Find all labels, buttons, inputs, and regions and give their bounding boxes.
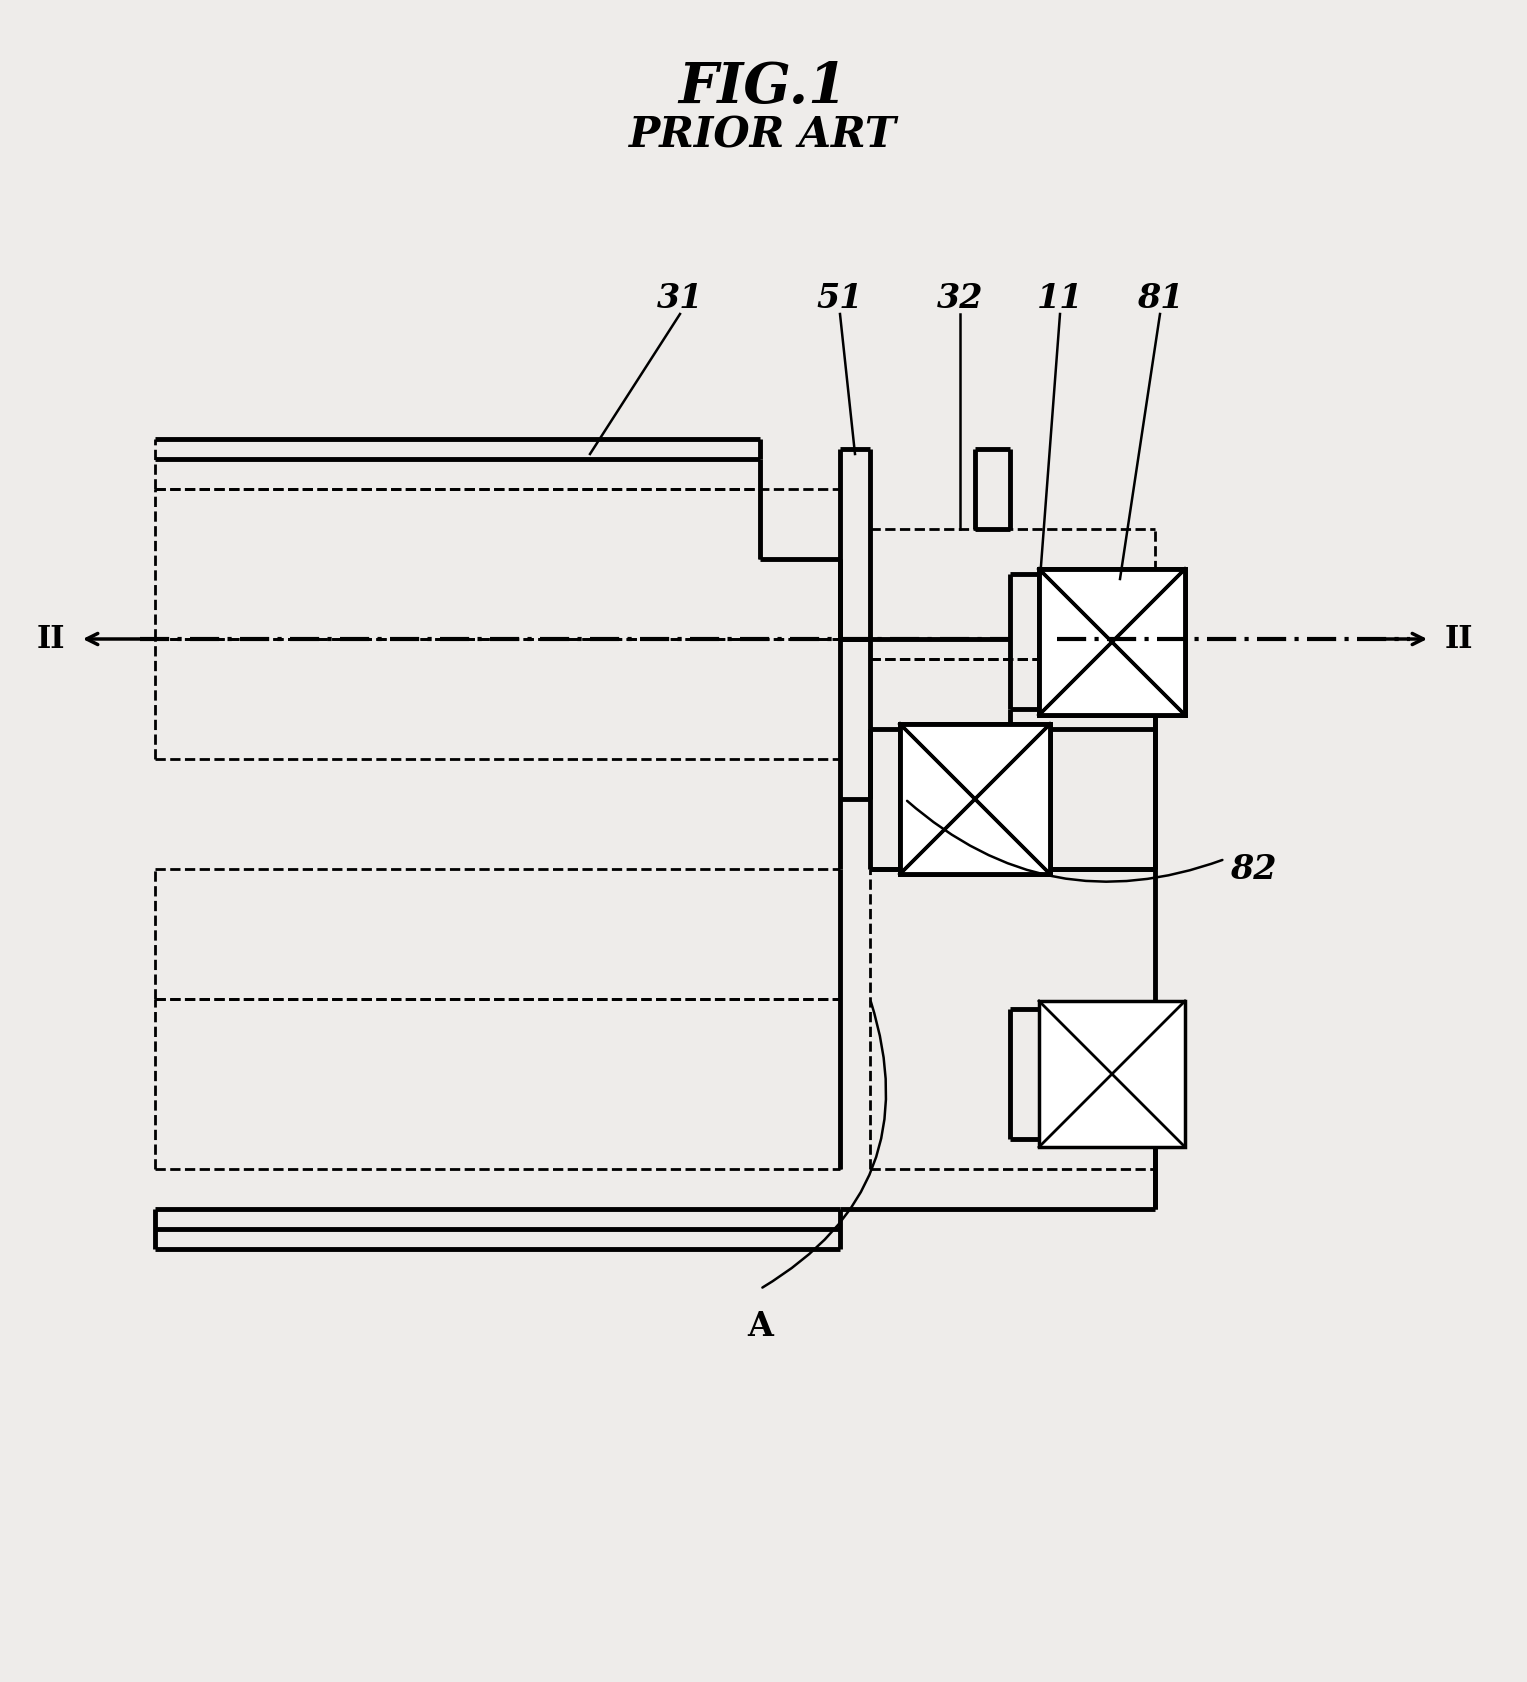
Bar	[1057, 579, 1167, 706]
Text: 11: 11	[1037, 283, 1083, 315]
Text: 51: 51	[817, 283, 863, 315]
Bar	[918, 733, 1032, 866]
Bar	[899, 725, 1051, 875]
Text: II: II	[37, 624, 66, 654]
Bar	[899, 725, 1051, 875]
Text: 82: 82	[1231, 853, 1277, 886]
Text: 31: 31	[657, 283, 704, 315]
FancyArrowPatch shape	[762, 1002, 886, 1288]
FancyArrowPatch shape	[907, 801, 1223, 881]
Bar	[1038, 1001, 1185, 1147]
Text: PRIOR ART: PRIOR ART	[629, 114, 896, 156]
Bar	[1038, 570, 1185, 715]
Text: 81: 81	[1136, 283, 1183, 315]
Text: II: II	[1445, 624, 1474, 654]
Text: FIG.1: FIG.1	[678, 61, 847, 114]
Text: 32: 32	[936, 283, 983, 315]
Text: A: A	[747, 1309, 773, 1342]
Bar	[1038, 570, 1185, 715]
